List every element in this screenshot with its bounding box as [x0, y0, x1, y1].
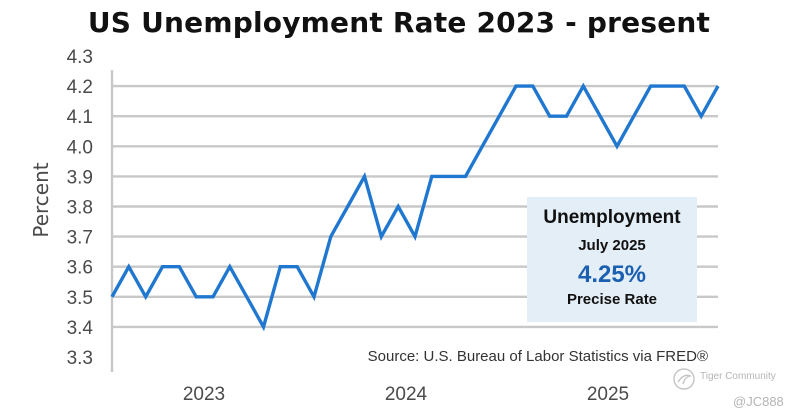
callout-subtitle: Precise Rate — [566, 291, 658, 308]
y-tick-label: 3.7 — [67, 228, 93, 249]
callout-value: 4.25% — [577, 261, 647, 288]
y-tick-label: 3.8 — [67, 198, 93, 219]
series-layer — [110, 82, 720, 332]
chart-title: US Unemployment Rate 2023 - present — [87, 6, 711, 39]
y-tick-label: 3.4 — [67, 318, 94, 339]
x-tick-label: 2024 — [385, 384, 428, 405]
watermark-handle: @JC888 — [733, 394, 784, 409]
x-tick-labels: 2023 2024 2025 — [183, 384, 629, 405]
y-tick-label: 4.0 — [67, 137, 93, 158]
x-tick-label: 2023 — [183, 384, 225, 405]
y-tick-label: 4.3 — [67, 47, 93, 68]
watermark-brand: Tiger Community — [700, 371, 776, 382]
y-tick-label: 3.5 — [67, 288, 93, 309]
x-tick-label: 2025 — [587, 384, 629, 405]
callout-date: July 2025 — [578, 237, 646, 254]
y-tick-labels: 3.3 3.4 3.5 3.6 3.7 3.8 3.9 4.0 4.1 4.2 4.3 — [67, 47, 94, 369]
callout-title: Unemployment — [543, 207, 681, 228]
source-note: Source: U.S. Bureau of Labor Statistics … — [367, 348, 708, 365]
y-tick-label: 4.1 — [67, 107, 93, 128]
callout-box: Unemployment July 2025 4.25% Precise Rat… — [527, 197, 697, 322]
y-tick-label: 3.3 — [67, 348, 93, 369]
y-tick-label: 3.6 — [67, 258, 93, 279]
watermark-logo-icon — [673, 368, 695, 390]
y-tick-label: 3.9 — [67, 167, 93, 188]
y-tick-label: 4.2 — [67, 77, 93, 98]
y-axis-label: Percent — [29, 162, 53, 237]
